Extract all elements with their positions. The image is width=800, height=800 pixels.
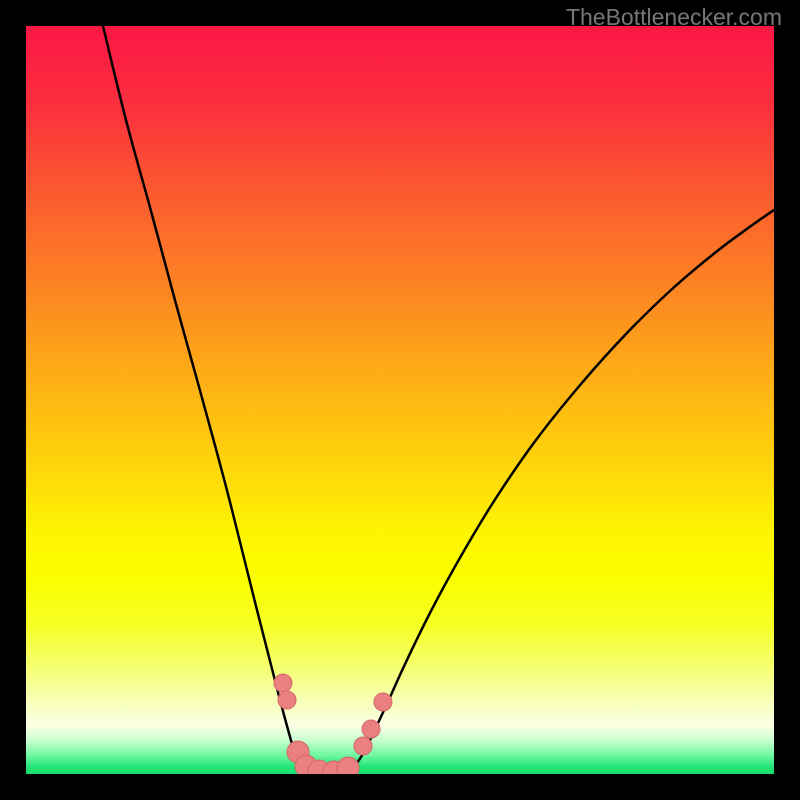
gradient-background — [26, 26, 774, 774]
data-marker — [374, 693, 392, 711]
data-marker — [362, 720, 380, 738]
outer-frame — [0, 0, 800, 800]
bottleneck-chart — [26, 26, 774, 774]
plot-area — [26, 26, 774, 774]
data-marker — [274, 674, 292, 692]
data-marker — [278, 691, 296, 709]
data-marker — [354, 737, 372, 755]
watermark-text: TheBottlenecker.com — [566, 4, 782, 31]
data-marker — [337, 757, 359, 774]
